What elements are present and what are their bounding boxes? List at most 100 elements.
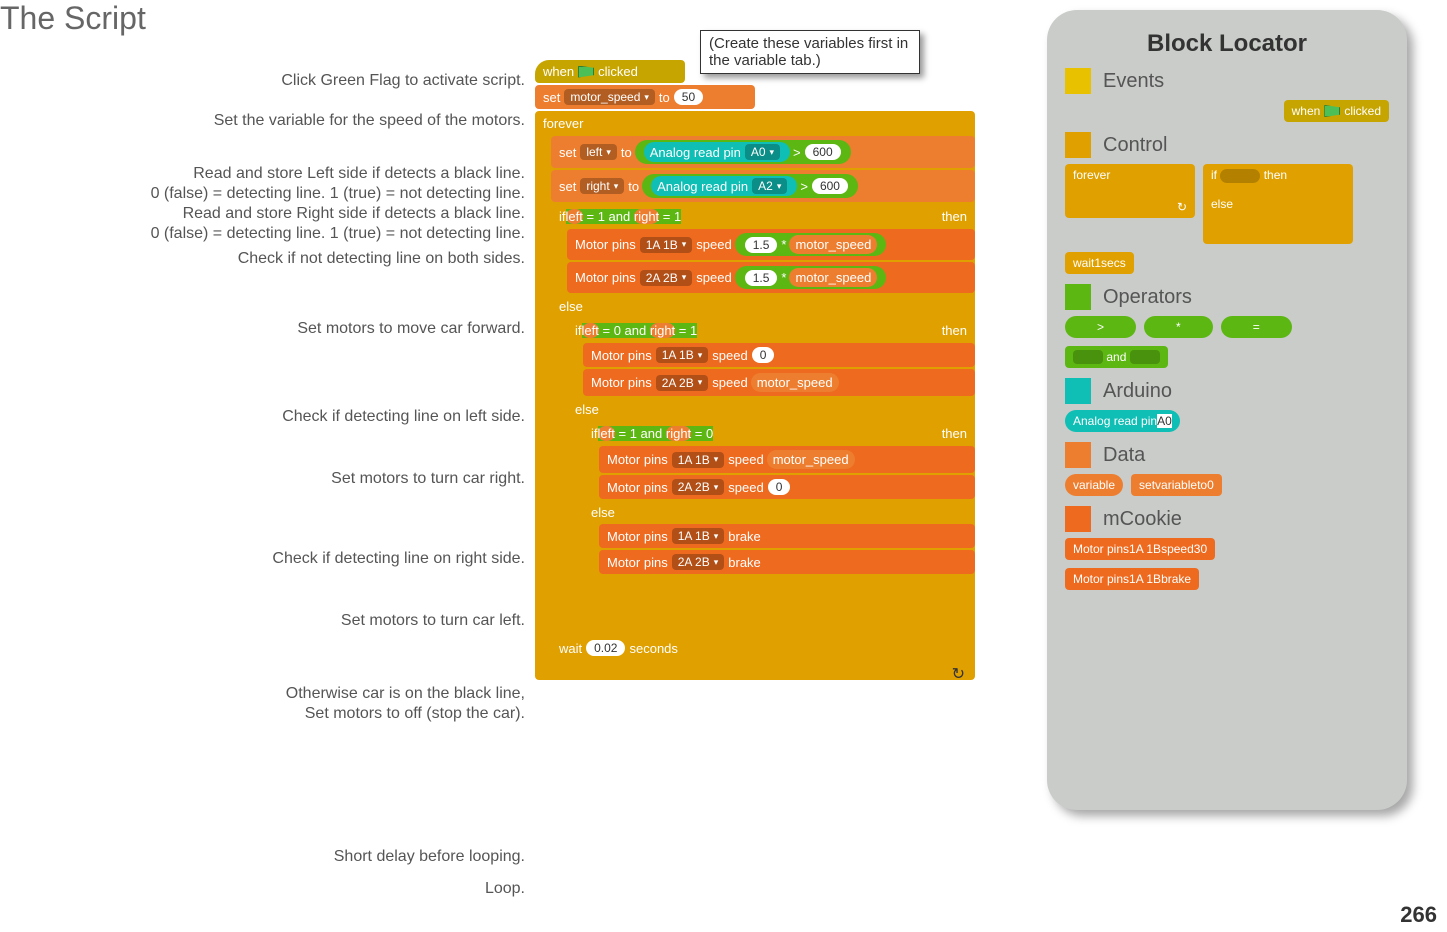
mult-op-2[interactable]: 1.5 * motor_speed	[735, 266, 887, 289]
when-flag-clicked-block[interactable]: when clicked	[535, 60, 685, 83]
motor-2-dropdown[interactable]: 2A 2B	[672, 479, 725, 495]
if-right-block[interactable]: if left = 1 and	[583, 421, 975, 594]
mini-when-flag[interactable]	[1373, 77, 1389, 85]
mini-gt[interactable]: >	[1065, 316, 1136, 338]
mini-wait[interactable]: wait 1 secs	[1065, 252, 1134, 274]
threshold-600[interactable]: 600	[805, 144, 841, 160]
set-motor-speed-block[interactable]: set motor_speed to 50	[535, 85, 755, 109]
mini-forever-label: forever	[1073, 168, 1110, 182]
mini-motorpins-label: Motor pins	[1073, 572, 1129, 586]
anno-forward: Set motors to move car forward.	[0, 320, 525, 338]
mini-when-flag-clicked[interactable]: when clicked	[1284, 100, 1389, 122]
wait-value-input[interactable]: 0.02	[586, 640, 625, 656]
locator-data-row: Data	[1065, 442, 1389, 468]
motor-2-brake-block[interactable]: Motor pins 2A 2B brake	[599, 550, 975, 574]
motor-2-fwd-block[interactable]: Motor pins 2A 2B speed 1.5 * motor_speed	[567, 262, 975, 293]
pin-a2-dropdown[interactable]: A2	[752, 178, 787, 194]
mini-m1-dropdown[interactable]: 1A 1B	[1129, 542, 1161, 556]
mini-motor-brake[interactable]: Motor pins 1A 1B brake	[1065, 568, 1199, 590]
motor-2-dropdown[interactable]: 2A 2B	[640, 270, 693, 286]
right-var: right	[634, 209, 659, 224]
val-1d[interactable]: 1	[630, 426, 637, 441]
anno-stop-a: Otherwise car is on the black line,	[0, 685, 525, 703]
val-1b[interactable]: 1	[674, 209, 681, 224]
mini-wait-label: wait	[1073, 256, 1094, 270]
mini-and[interactable]: and	[1065, 346, 1168, 368]
val-1c[interactable]: 1	[690, 323, 697, 338]
motor-2-dropdown[interactable]: 2A 2B	[656, 375, 709, 391]
then-label: then	[942, 323, 967, 338]
mini-analog-read[interactable]: Analog read pin A0	[1065, 410, 1180, 432]
speed-0[interactable]: 0	[752, 347, 775, 363]
if-left-block[interactable]: if left = 0 and right =	[567, 318, 975, 614]
threshold-600-2[interactable]: 600	[812, 178, 848, 194]
mini-m1-dropdown-2[interactable]: 1A 1B	[1129, 572, 1161, 586]
star-symbol: *	[781, 237, 786, 252]
eq-symbol: =	[586, 209, 594, 224]
eq-right-0[interactable]: right = 0	[666, 426, 713, 441]
motor-1-dropdown[interactable]: 1A 1B	[672, 528, 725, 544]
speed-0b[interactable]: 0	[768, 479, 791, 495]
anno-left-a: Read and store Left side if detects a bl…	[0, 165, 525, 183]
motor-1-fwd-block[interactable]: Motor pins 1A 1B speed 1.5 * motor_speed	[567, 229, 975, 260]
operators-color-swatch	[1065, 284, 1091, 310]
mini-variable[interactable]: variable	[1065, 474, 1123, 496]
mini-if-else[interactable]: if then else	[1203, 164, 1353, 244]
mini-wait-val[interactable]: 1	[1094, 256, 1101, 270]
mini-mult[interactable]: *	[1144, 316, 1213, 338]
gt-operator[interactable]: Analog read pin A0 > 600	[635, 140, 851, 164]
and-cond-3[interactable]: left = 1 and right = 0	[598, 426, 714, 441]
set-left-block[interactable]: set left to Analog read pin A0 > 600	[551, 136, 975, 168]
eq-right-1[interactable]: right = 1	[634, 209, 681, 224]
motor-1-left-block[interactable]: Motor pins 1A 1B speed motor_speed	[599, 446, 975, 473]
eq-right-1b[interactable]: right = 1	[650, 323, 697, 338]
mult-op-1[interactable]: 1.5 * motor_speed	[735, 233, 887, 256]
left-var-dropdown[interactable]: left	[580, 144, 617, 160]
motor-pins-label: Motor pins	[575, 270, 636, 285]
pin-a0-dropdown[interactable]: A0	[745, 144, 780, 160]
motor-speed-var-dropdown[interactable]: motor_speed	[564, 89, 655, 105]
forever-block[interactable]: forever set left to Analog read pin A0 >…	[535, 111, 975, 680]
star-symbol: *	[781, 270, 786, 285]
eq-left-1[interactable]: left = 1	[566, 209, 609, 224]
val-0b[interactable]: 0	[706, 426, 713, 441]
motor-speed-ref-4: motor_speed	[767, 450, 855, 469]
motor-1-dropdown[interactable]: 1A 1B	[656, 347, 709, 363]
events-label: Events	[1103, 70, 1164, 93]
motor-1-brake-block[interactable]: Motor pins 1A 1B brake	[599, 524, 975, 548]
mini-motor-speed[interactable]: Motor pins 1A 1B speed 30	[1065, 538, 1215, 560]
eq-symbol: =	[663, 209, 671, 224]
forever-label: forever	[543, 116, 583, 131]
analog-read-a0[interactable]: Analog read pin A0	[644, 142, 790, 162]
mini-a0-dropdown[interactable]: A0	[1157, 414, 1172, 428]
right-var-dropdown[interactable]: right	[580, 178, 624, 194]
mini-var-dropdown[interactable]: variable	[1155, 478, 1197, 492]
val-1[interactable]: 1	[598, 209, 605, 224]
mult-val-1[interactable]: 1.5	[745, 237, 778, 253]
val-0[interactable]: 0	[614, 323, 621, 338]
motor-1-right-block[interactable]: Motor pins 1A 1B speed 0	[583, 343, 975, 367]
motor-1-dropdown[interactable]: 1A 1B	[640, 237, 693, 253]
eq-left-0[interactable]: left = 0	[582, 323, 625, 338]
mini-eq[interactable]: =	[1221, 316, 1292, 338]
eq-left-1b[interactable]: left = 1	[598, 426, 641, 441]
gt-operator-2[interactable]: Analog read pin A2 > 600	[642, 174, 858, 198]
wait-block[interactable]: wait 0.02 seconds	[551, 636, 721, 660]
control-label: Control	[1103, 134, 1167, 157]
set-right-block[interactable]: set right to Analog read pin A2 > 600	[551, 170, 975, 202]
analog-read-a2[interactable]: Analog read pin A2	[651, 176, 797, 196]
motor-2-left-block[interactable]: Motor pins 2A 2B speed 0	[599, 475, 975, 499]
block-locator-panel: Block Locator Events when clicked Contro…	[1047, 10, 1407, 810]
mini-set-variable[interactable]: set variable to 0	[1131, 474, 1222, 496]
motor-speed-value-input[interactable]: 50	[674, 89, 703, 105]
mini-zero-input[interactable]: 0	[1207, 478, 1214, 492]
motor-2-dropdown[interactable]: 2A 2B	[672, 554, 725, 570]
motor-2-right-block[interactable]: Motor pins 2A 2B speed motor_speed	[583, 369, 975, 396]
mini-forever[interactable]: forever ↻	[1065, 164, 1195, 218]
mult-val-2[interactable]: 1.5	[745, 270, 778, 286]
motor-1-dropdown[interactable]: 1A 1B	[672, 452, 725, 468]
if-both-block[interactable]: if left = 1 and right = 1	[551, 204, 975, 634]
mini-speed-30[interactable]: 30	[1194, 542, 1207, 556]
and-cond-2[interactable]: left = 0 and right = 1	[582, 323, 698, 338]
and-cond-1[interactable]: left = 1 and right = 1	[566, 209, 682, 224]
